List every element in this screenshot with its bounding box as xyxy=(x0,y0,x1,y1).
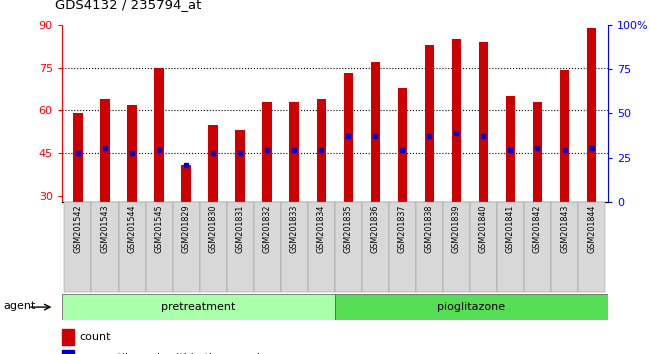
Bar xyxy=(92,202,118,292)
Text: percentile rank within the sample: percentile rank within the sample xyxy=(79,353,267,354)
Bar xyxy=(64,202,92,292)
Text: GSM201838: GSM201838 xyxy=(425,205,434,253)
Bar xyxy=(524,202,551,292)
Bar xyxy=(118,202,146,292)
Text: GSM201834: GSM201834 xyxy=(317,205,326,253)
Text: GSM201840: GSM201840 xyxy=(479,205,488,253)
Text: GSM201837: GSM201837 xyxy=(398,205,407,253)
Bar xyxy=(62,294,335,320)
Text: agent: agent xyxy=(3,301,36,311)
Text: count: count xyxy=(79,332,110,342)
Bar xyxy=(154,68,164,202)
Bar xyxy=(398,87,407,202)
Bar xyxy=(416,202,443,292)
Bar xyxy=(587,28,596,202)
Text: GSM201830: GSM201830 xyxy=(209,205,218,253)
Bar xyxy=(335,294,608,320)
Bar xyxy=(335,202,362,292)
Bar xyxy=(289,102,299,202)
Text: GSM201542: GSM201542 xyxy=(73,205,83,253)
Text: GSM201835: GSM201835 xyxy=(344,205,353,253)
Bar xyxy=(235,130,245,202)
Bar xyxy=(62,350,73,354)
Bar xyxy=(424,45,434,202)
Bar xyxy=(362,202,389,292)
Text: GSM201839: GSM201839 xyxy=(452,205,461,253)
Bar xyxy=(200,202,227,292)
Bar xyxy=(560,70,569,202)
Bar xyxy=(227,202,254,292)
Text: GSM201544: GSM201544 xyxy=(127,205,136,253)
Bar xyxy=(209,125,218,202)
Text: pretreatment: pretreatment xyxy=(161,302,235,312)
Bar xyxy=(443,202,470,292)
Text: GSM201836: GSM201836 xyxy=(370,205,380,253)
Text: GSM201833: GSM201833 xyxy=(290,205,299,253)
Bar xyxy=(281,202,307,292)
Text: GSM201843: GSM201843 xyxy=(560,205,569,253)
Bar xyxy=(478,42,488,202)
Text: GSM201545: GSM201545 xyxy=(155,205,164,253)
Text: GSM201841: GSM201841 xyxy=(506,205,515,253)
Bar xyxy=(370,62,380,202)
Bar xyxy=(452,39,461,202)
Bar xyxy=(146,202,172,292)
Bar xyxy=(533,102,542,202)
Text: GSM201831: GSM201831 xyxy=(236,205,244,253)
Bar xyxy=(497,202,524,292)
Bar xyxy=(263,102,272,202)
Bar xyxy=(100,99,110,202)
Bar xyxy=(551,202,578,292)
Bar xyxy=(317,99,326,202)
Text: GSM201543: GSM201543 xyxy=(101,205,109,253)
Text: GSM201844: GSM201844 xyxy=(587,205,596,253)
Bar xyxy=(578,202,605,292)
Bar xyxy=(470,202,497,292)
Text: GSM201829: GSM201829 xyxy=(181,205,190,253)
Bar xyxy=(172,202,200,292)
Bar xyxy=(62,329,73,345)
Bar xyxy=(389,202,416,292)
Bar xyxy=(127,105,136,202)
Text: GDS4132 / 235794_at: GDS4132 / 235794_at xyxy=(55,0,201,11)
Bar xyxy=(506,96,515,202)
Bar xyxy=(73,113,83,202)
Text: pioglitazone: pioglitazone xyxy=(437,302,505,312)
Text: GSM201842: GSM201842 xyxy=(533,205,542,253)
Text: GSM201832: GSM201832 xyxy=(263,205,272,253)
Bar xyxy=(181,165,191,202)
Bar xyxy=(307,202,335,292)
Bar xyxy=(254,202,281,292)
Bar xyxy=(344,73,353,202)
